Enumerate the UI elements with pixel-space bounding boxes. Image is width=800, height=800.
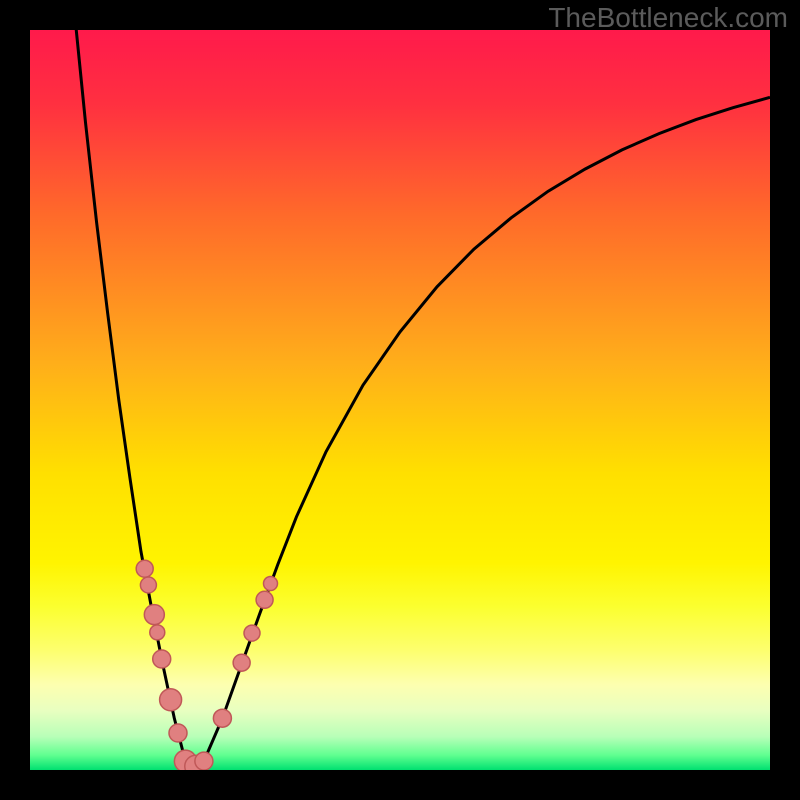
marker-point — [244, 625, 260, 641]
marker-point — [213, 709, 231, 727]
marker-point — [144, 605, 164, 625]
marker-point — [136, 560, 153, 577]
marker-point — [160, 689, 182, 711]
marker-point — [153, 650, 171, 668]
chart-svg — [30, 30, 770, 770]
chart-container: TheBottleneck.com — [0, 0, 800, 800]
plot-area — [30, 30, 770, 770]
marker-point — [169, 724, 187, 742]
marker-point — [195, 752, 213, 770]
marker-point — [256, 591, 273, 608]
marker-point — [264, 577, 278, 591]
watermark-label: TheBottleneck.com — [548, 2, 788, 34]
gradient-background — [30, 30, 770, 770]
marker-point — [150, 625, 165, 640]
marker-point — [233, 654, 250, 671]
marker-point — [140, 577, 156, 593]
